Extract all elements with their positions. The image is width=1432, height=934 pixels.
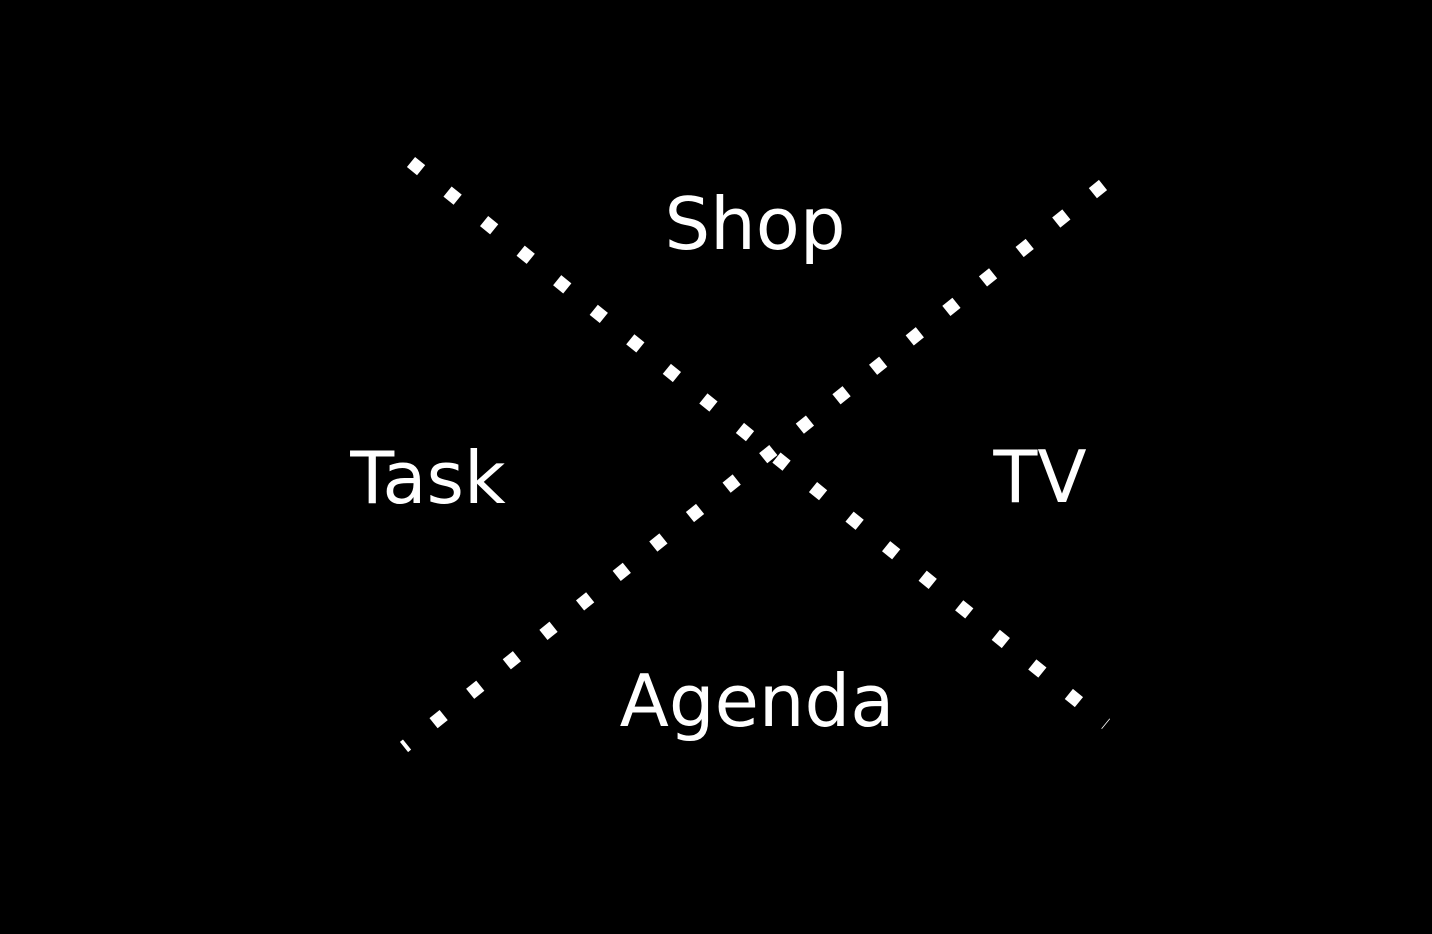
label-tv: TV — [993, 435, 1087, 519]
label-shop: Shop — [664, 182, 846, 266]
label-task: Task — [350, 436, 506, 520]
label-agenda: Agenda — [619, 659, 895, 743]
diagonal-line-descending — [406, 156, 1111, 730]
diagonal-line-ascending — [399, 179, 1108, 753]
